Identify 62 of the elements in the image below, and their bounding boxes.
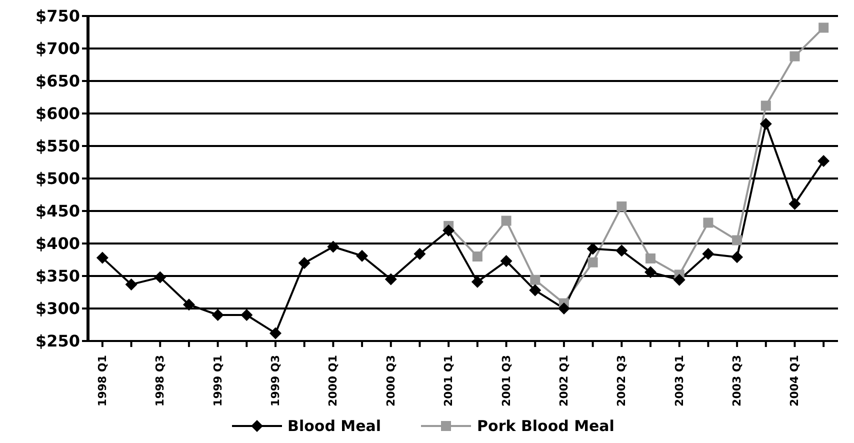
point [558,302,570,314]
y-tick-label: $650 [35,72,80,91]
x-tick-label: 2000 Q3 [384,355,398,406]
point [327,240,340,253]
point [96,252,108,264]
point [472,252,482,262]
point [616,244,628,257]
x-tick-label: 2004 Q1 [788,355,802,406]
x-tick-label: 2002 Q3 [615,355,628,406]
point [646,253,656,264]
y-tick-label: $550 [35,136,80,156]
y-tick-label: $400 [35,234,80,254]
point [732,235,742,246]
y-tick-label: $700 [35,39,80,58]
point [125,278,138,290]
point [356,250,368,262]
point [731,251,744,264]
point [530,274,540,285]
y-tick-label: $300 [35,299,80,318]
y-tick-label: $750 [35,6,80,26]
point [212,309,224,321]
y-tick-label: $450 [35,202,80,221]
legend-label: Blood Meal [288,417,382,435]
x-tick-label: 1998 Q3 [154,355,167,406]
x-tick-label: 2003 Q3 [730,355,744,406]
point [790,51,800,62]
x-tick-label: 1998 Q1 [96,355,109,406]
x-tick-label: 2003 Q1 [672,355,686,406]
x-tick-label: 1999 Q1 [211,355,224,406]
point [703,218,714,228]
point [529,284,542,296]
x-tick-label: 2002 Q1 [557,355,570,406]
point [500,255,512,268]
x-tick-label: 2001 Q3 [500,355,513,406]
y-tick-label: $350 [35,266,80,286]
point [414,248,426,260]
x-tick-label: 2000 Q1 [326,355,340,406]
y-tick-label: $500 [35,169,80,188]
point [501,216,512,226]
point [442,224,455,236]
point [240,309,253,321]
x-tick-label: 2001 Q1 [442,355,456,406]
point [644,266,656,278]
point [154,271,166,284]
y-tick-label: $600 [35,104,80,124]
point [182,298,195,311]
legend-label: Pork Blood Meal [477,417,614,435]
x-tick-label: 1999 Q3 [269,355,282,406]
point [384,273,397,286]
point [818,154,830,167]
point [270,327,282,340]
point [760,118,772,130]
y-tick-label: $250 [35,332,80,351]
point [588,257,598,268]
point [616,201,627,212]
point [673,274,686,286]
point [298,257,310,269]
point [788,198,801,210]
point [702,248,714,260]
point [818,22,829,33]
point [471,276,484,288]
point [760,100,771,111]
